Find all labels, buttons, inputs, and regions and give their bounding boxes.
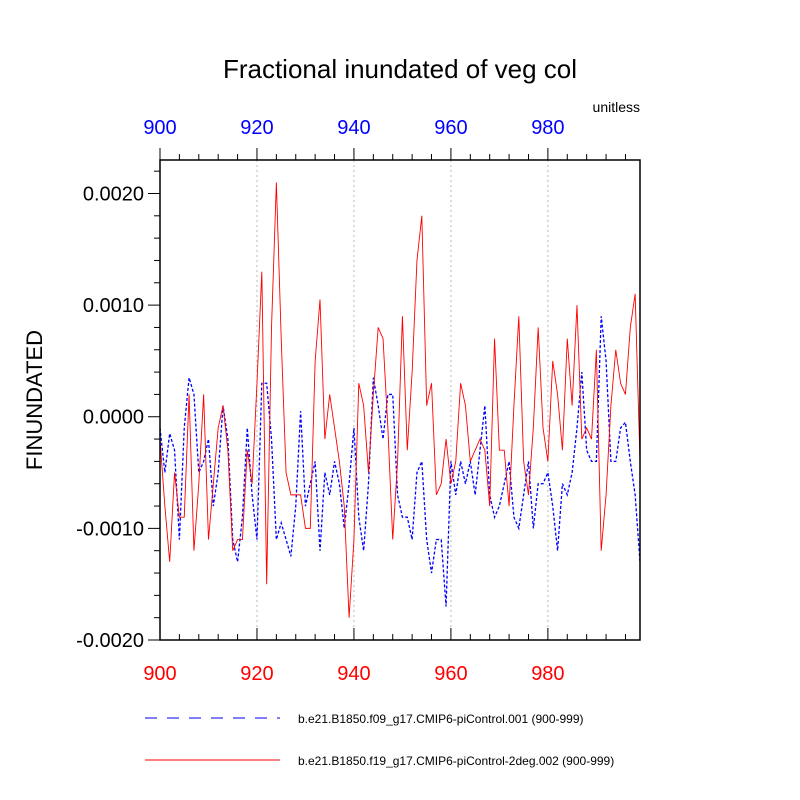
legend-label-2: b.e21.B1850.f19_g17.CMIP6-piControl-2deg… — [298, 754, 614, 768]
tick-layer — [148, 148, 626, 641]
x-tick-label-top-940: 940 — [337, 117, 370, 139]
x-tick-label-top-980: 980 — [531, 117, 564, 139]
x-tick-label-top-920: 920 — [240, 117, 273, 139]
x-tick-label-top-960: 960 — [434, 117, 467, 139]
grid-layer — [256, 160, 549, 640]
x-tick-label-bottom-940: 940 — [337, 663, 370, 685]
series-line-1 — [159, 316, 641, 607]
x-tick-label-bottom-960: 960 — [434, 663, 467, 685]
y-tick-label-0.0010: 0.0010 — [83, 295, 144, 317]
legend-label-1: b.e21.B1850.f09_g17.CMIP6-piControl.001 … — [298, 712, 584, 726]
label-layer: 900 900 920 920 940 940 960 960 980 980 0.0020 0.00… — [76, 117, 564, 685]
y-tick-label-0.0000: 0.0000 — [83, 407, 144, 429]
x-tick-label-bottom-900: 900 — [143, 663, 176, 685]
x-tick-label-top-900: 900 — [143, 117, 176, 139]
chart-title: Fractional inundated of veg col — [223, 54, 577, 84]
y-tick-label--0.0020: -0.0020 — [76, 630, 144, 652]
y-axis-label: FINUNDATED — [22, 330, 47, 470]
x-tick-label-bottom-980: 980 — [531, 663, 564, 685]
units-label: unitless — [593, 99, 640, 115]
plot-frame — [159, 159, 641, 641]
series-layer — [159, 182, 641, 618]
x-tick-label-bottom-920: 920 — [240, 663, 273, 685]
y-tick-label-0.0020: 0.0020 — [83, 183, 144, 205]
series-line-2 — [159, 182, 641, 618]
legend: b.e21.B1850.f09_g17.CMIP6-piControl.001 … — [145, 712, 614, 768]
y-tick-label--0.0010: -0.0010 — [76, 518, 144, 540]
